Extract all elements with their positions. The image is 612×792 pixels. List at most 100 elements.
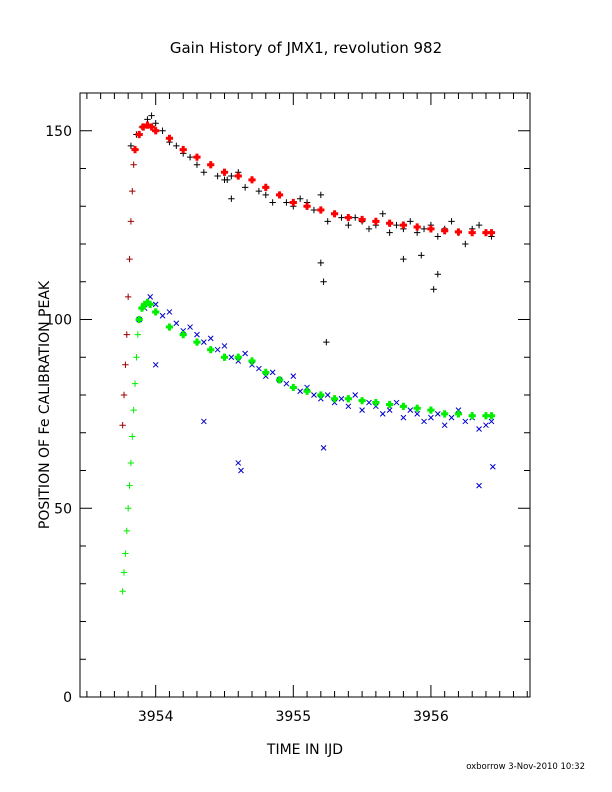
series-3-points-point: [304, 384, 310, 391]
series-3-points-point: [311, 392, 317, 398]
x-axis-label: TIME IN IJD: [266, 742, 343, 758]
series-3-points-point: [434, 411, 441, 417]
series-4-fit-point: [386, 400, 394, 409]
series-0-points-point: [269, 199, 276, 206]
series-3-points-point: [366, 399, 372, 406]
series-3-points-point: [441, 422, 448, 429]
series-4-fit-point: [399, 402, 407, 410]
series-3-points-point: [200, 339, 207, 346]
series-3-points-point: [359, 407, 365, 413]
series-1-fit-point: [487, 229, 496, 237]
plot-frame: [79, 92, 531, 698]
series-0-points-point: [224, 176, 231, 184]
series-1-fit-point: [248, 176, 256, 184]
series-5-rise-point: [130, 406, 137, 414]
series-0-points-point: [262, 191, 269, 199]
series-0-points-point: [393, 221, 400, 229]
series-0-points-point: [317, 191, 325, 199]
series-1-fit-point: [152, 127, 160, 135]
series-3-points-point: [400, 414, 407, 421]
series-3-points-point: [235, 358, 242, 364]
series-0-points-point: [338, 214, 345, 221]
series-4-fit-point: [372, 398, 380, 407]
series-4-fit-point: [317, 391, 325, 399]
series-3-points-point: [489, 463, 496, 470]
series-4-fit-point: [207, 346, 215, 354]
x-tick-label: 3955: [275, 709, 311, 725]
series-1-fit-point: [143, 121, 152, 129]
series-4-fit-point: [262, 368, 270, 376]
series-3-points-point: [320, 444, 327, 451]
series-2-rise-point: [124, 293, 132, 301]
series-4-fit-point: [165, 323, 174, 331]
series-3-points-point: [228, 354, 235, 361]
series-4-fit-point: [234, 353, 242, 361]
series-3-points-point: [345, 403, 352, 410]
series-0-points-point: [352, 214, 359, 221]
series-4-fit-point: [152, 308, 160, 316]
series-0-points-point: [475, 221, 483, 229]
series-5-rise-point: [122, 550, 129, 557]
series-0-points-point: [379, 210, 386, 217]
series-0-points-point: [323, 338, 330, 346]
series-1-fit-point: [147, 123, 156, 131]
series-3-points-point: [194, 331, 200, 338]
series-1-fit-point: [131, 146, 139, 154]
series-5-rise-point: [123, 527, 130, 535]
series-3-points-point: [317, 395, 324, 402]
series-3-points-point: [455, 407, 462, 413]
series-5-rise-point: [134, 331, 141, 338]
series-0-points-point: [400, 255, 407, 263]
series-1-fit-point: [441, 227, 449, 235]
series-3-points-point: [152, 361, 159, 368]
series-3-points-point: [476, 426, 482, 432]
series-5-rise-point: [124, 505, 132, 512]
series-0-points-point: [127, 142, 135, 150]
series-0-points-point: [173, 142, 180, 150]
series-3-points-point: [297, 388, 304, 395]
series-4-fit-point: [289, 383, 297, 392]
series-0-points-point: [386, 229, 393, 236]
series-0-points-point: [186, 153, 194, 161]
series-0-points-point: [241, 184, 249, 191]
series-4-fit-point: [413, 404, 421, 412]
series-4-fit-point: [146, 300, 154, 308]
series-5-rise-point: [119, 588, 126, 595]
series-3-points-point: [488, 418, 495, 425]
y-axis-label: POSITION OF Fe CALIBRATION PEAK: [37, 280, 53, 529]
x-tick-label: 3956: [413, 709, 449, 725]
series-4-fit-point: [344, 395, 352, 403]
footer-credit: oxborrow 3-Nov-2010 10:32: [466, 762, 585, 772]
series-3-points-point: [352, 392, 359, 398]
series-4-fit-point: [179, 331, 187, 339]
series-3-points-point: [180, 327, 187, 334]
series-0-points-point: [152, 120, 159, 127]
series-4-fit-point: [441, 410, 449, 418]
series-3-points-point: [462, 418, 469, 425]
series-3-points-point: [448, 414, 455, 421]
series-1-fit-point: [303, 202, 311, 210]
y-tick-label: 50: [54, 501, 72, 517]
series-1-fit-point: [454, 228, 463, 236]
series-0-points-point: [420, 225, 428, 233]
series-1-fit-point: [358, 215, 366, 224]
series-2-rise-point: [130, 161, 137, 168]
series-3-points-point: [393, 399, 400, 406]
series-4-fit-point: [135, 315, 143, 324]
series-2-rise-point: [123, 331, 130, 338]
series-3-points-point: [214, 346, 221, 353]
series-0-points-point: [418, 252, 425, 259]
x-tick-label: 3954: [138, 709, 174, 725]
series-3-points-point: [476, 482, 482, 489]
series-3-points-point: [428, 414, 434, 421]
chart-title: Gain History of JMX1, revolution 982: [170, 39, 442, 57]
series-4-fit-point: [248, 357, 256, 365]
series-0-points-point: [345, 221, 352, 229]
series-3-points-point: [414, 411, 421, 417]
series-1-fit-point: [413, 223, 421, 231]
series-1-fit-point: [220, 168, 229, 176]
series-4-fit-point: [358, 397, 366, 405]
series-0-points-point: [434, 233, 441, 240]
series-0-points-point: [317, 259, 325, 267]
series-0-points-point: [214, 172, 221, 180]
